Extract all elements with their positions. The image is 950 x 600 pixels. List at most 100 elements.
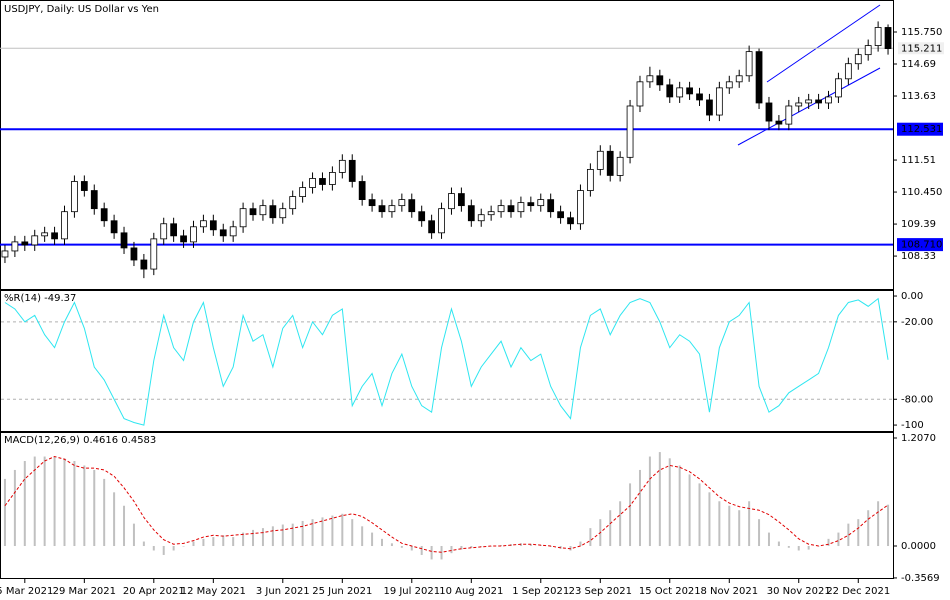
candle-body	[209, 220, 217, 231]
candle-body	[289, 196, 297, 210]
candle-body	[616, 156, 624, 176]
y-tick-label: 0.0000	[901, 541, 936, 552]
candle-body	[51, 232, 58, 240]
macd-bar	[291, 523, 294, 547]
x-tick-label: 25 Jun 2021	[312, 586, 372, 597]
candle-body	[200, 220, 207, 228]
macd-bar	[400, 546, 403, 548]
x-tick-label: 19 Jul 2021	[383, 586, 440, 597]
x-tick-label: 20 Apr 2021	[123, 586, 185, 597]
macd-bar	[609, 510, 612, 547]
macd-bar	[3, 478, 6, 547]
y-tick-label: -100	[901, 420, 924, 431]
candle-body	[606, 150, 614, 176]
macd-bar	[152, 546, 155, 551]
macd-bar	[192, 541, 195, 547]
candle-body	[577, 190, 584, 225]
candle-body	[130, 247, 138, 261]
macd-bar	[777, 541, 780, 547]
macd-bar	[678, 465, 681, 547]
candle-body	[418, 211, 426, 222]
candle-body	[467, 205, 475, 222]
macd-bar	[13, 469, 16, 547]
macd-bar	[132, 523, 135, 547]
candle-body	[229, 226, 237, 237]
candle-body	[150, 238, 158, 270]
macd-bar	[529, 544, 532, 547]
candle-body	[329, 172, 336, 185]
macd-bar	[460, 546, 463, 550]
candle-body	[706, 99, 713, 116]
y-tick-label: 114.69	[901, 59, 936, 70]
candle-body	[765, 102, 773, 122]
candle-body	[190, 226, 197, 243]
level-label: 108.710	[901, 240, 942, 251]
macd-bar	[242, 532, 245, 547]
candle-body	[338, 159, 346, 173]
current-price-label: 115.211	[901, 43, 942, 54]
x-tick-label: 30 Nov 2021	[767, 586, 831, 597]
wpr-line	[4, 297, 889, 426]
macd-bar	[53, 456, 56, 547]
candle-body	[785, 105, 793, 125]
macd-bar	[23, 461, 26, 547]
candle-body	[874, 27, 882, 46]
candle-body	[319, 178, 326, 185]
macd-bar	[767, 532, 770, 547]
macd-bar	[351, 519, 354, 547]
candle-body	[715, 87, 723, 116]
candle-body	[219, 229, 227, 237]
macd-bar	[887, 504, 890, 547]
candle-body	[41, 232, 49, 237]
candle-body	[90, 190, 98, 210]
macd-bar	[202, 538, 205, 547]
candle-body	[646, 75, 654, 83]
level-box	[897, 122, 943, 136]
x-tick-label: 12 May 2021	[181, 586, 246, 597]
candle-body	[795, 102, 803, 107]
x-tick-label: 1 Sep 2021	[512, 586, 569, 597]
candle-body	[825, 96, 832, 104]
candle-body	[815, 99, 822, 104]
candle-body	[666, 84, 674, 98]
candle-body	[348, 159, 356, 182]
macd-bar	[261, 528, 264, 547]
macd-label: MACD(12,26,9) 0.4616 0.4583	[4, 435, 156, 446]
candle-body	[259, 205, 267, 216]
y-tick-label: 113.63	[901, 91, 936, 102]
macd-bar	[807, 546, 810, 550]
candle-body	[100, 208, 108, 222]
macd-bar	[311, 519, 314, 547]
candle-body	[537, 199, 545, 207]
candle-body	[656, 75, 664, 86]
candle-body	[160, 223, 168, 240]
candle-body	[676, 87, 684, 98]
candle-body	[586, 169, 594, 191]
macd-bar	[619, 501, 622, 547]
macd-bar	[252, 529, 255, 547]
macd-bar	[123, 505, 126, 547]
macd-bar	[579, 541, 582, 547]
y-tick-label: 109.39	[901, 219, 936, 230]
macd-bar	[113, 492, 116, 547]
macd-bar	[103, 478, 106, 547]
macd-bar	[420, 546, 423, 555]
candle-body	[388, 205, 396, 213]
wpr-panel	[0, 290, 894, 432]
candle-body	[408, 199, 416, 213]
candle-body	[239, 208, 247, 228]
macd-bar	[698, 483, 701, 547]
candle-body	[596, 150, 604, 170]
y-tick-label: 1.2070	[901, 433, 936, 444]
candle-body	[775, 120, 783, 125]
candle-body	[61, 211, 68, 240]
macd-bar	[857, 519, 860, 547]
current-price-box	[898, 42, 944, 55]
candle-body	[269, 205, 277, 219]
macd-bar	[688, 474, 691, 547]
y-tick-label: 111.51	[901, 155, 936, 166]
macd-bar	[172, 546, 175, 551]
candle-body	[835, 78, 842, 98]
macd-bar	[410, 546, 413, 551]
